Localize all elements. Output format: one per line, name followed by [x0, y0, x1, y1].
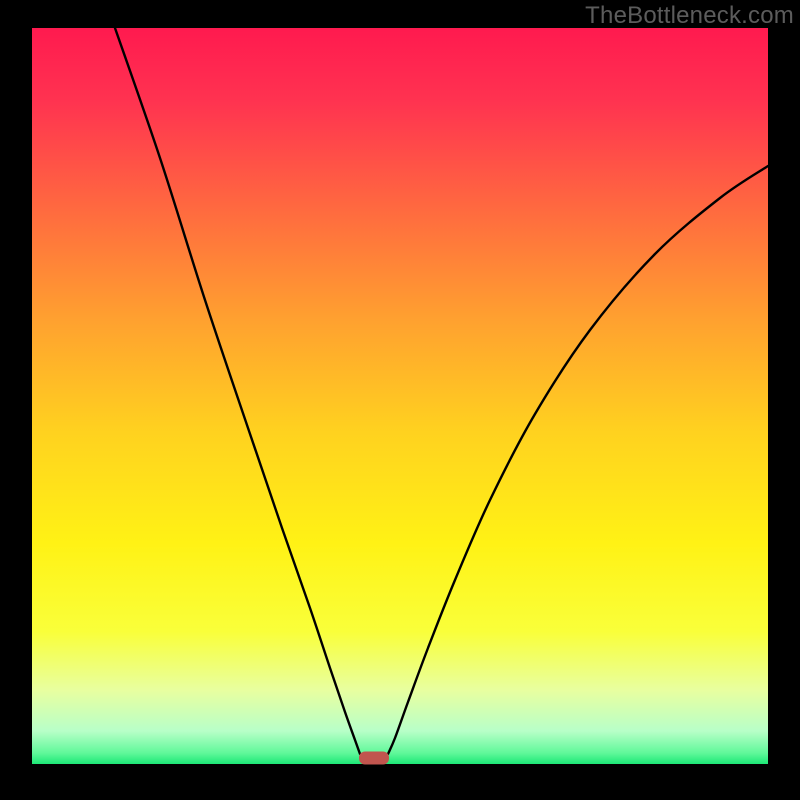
gradient-plot-area [32, 28, 768, 764]
bottleneck-chart [0, 0, 800, 800]
chart-container: TheBottleneck.com [0, 0, 800, 800]
watermark-text: TheBottleneck.com [585, 2, 794, 30]
optimum-marker [359, 752, 389, 765]
